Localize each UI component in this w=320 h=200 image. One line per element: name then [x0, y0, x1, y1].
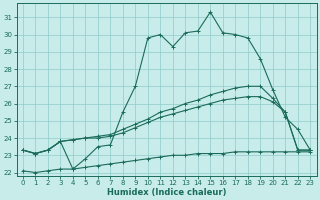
X-axis label: Humidex (Indice chaleur): Humidex (Indice chaleur)	[107, 188, 226, 197]
